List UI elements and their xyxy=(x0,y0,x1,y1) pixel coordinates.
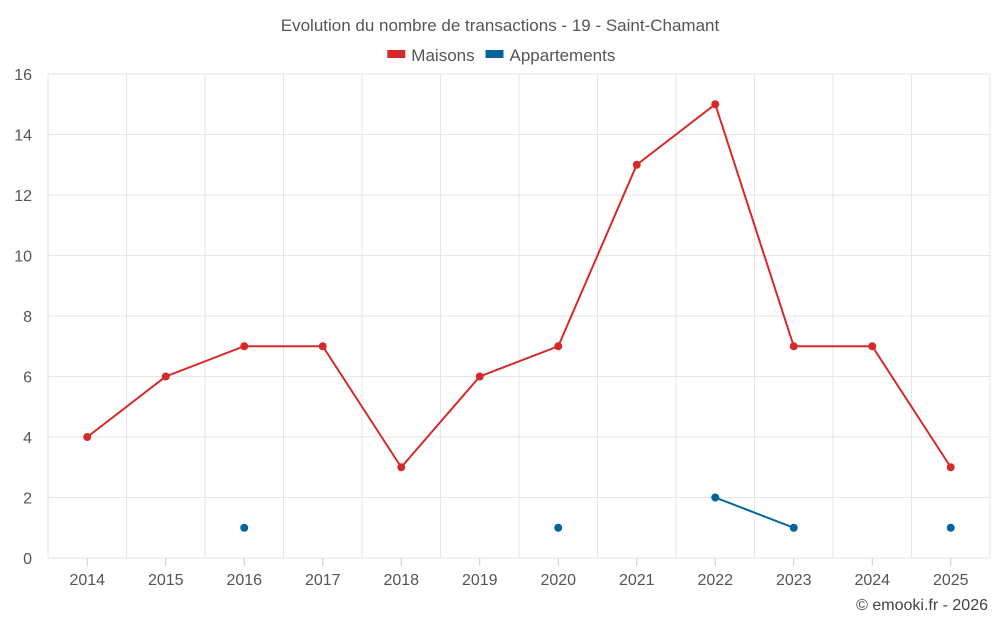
x-tick-label: 2017 xyxy=(305,572,341,589)
y-tick-label: 0 xyxy=(23,551,32,568)
y-tick-label: 16 xyxy=(14,67,32,84)
y-tick-label: 12 xyxy=(14,188,32,205)
x-tick-label: 2015 xyxy=(148,572,184,589)
data-point xyxy=(240,523,249,532)
data-point xyxy=(83,433,92,441)
data-point xyxy=(868,342,877,351)
data-point xyxy=(554,523,563,532)
legend-label: Maisons xyxy=(411,46,474,65)
series-line xyxy=(714,496,795,529)
grid xyxy=(47,73,991,559)
credit-text: © emooki.fr - 2026 xyxy=(856,597,988,614)
x-tick-label: 2024 xyxy=(854,572,890,589)
legend-item-maisons: Maisons xyxy=(387,46,475,65)
legend-swatch xyxy=(387,50,406,58)
chart-title: Evolution du nombre de transactions - 19… xyxy=(281,16,720,35)
data-point xyxy=(789,342,798,351)
x-tick-label: 2021 xyxy=(619,572,655,589)
y-tick-label: 10 xyxy=(14,249,32,266)
data-point xyxy=(475,372,484,381)
x-tick-label: 2016 xyxy=(226,572,262,589)
data-point xyxy=(397,463,406,472)
y-tick-label: 4 xyxy=(23,430,32,447)
series-appartements xyxy=(240,493,955,532)
data-point xyxy=(711,493,720,502)
series xyxy=(83,100,955,532)
data-point xyxy=(946,523,955,532)
y-tick-label: 14 xyxy=(14,128,32,145)
axes: 0 2 4 6 8 10 12 14 16 2014 2015 2016 2017 2018 2019 202… xyxy=(14,67,968,589)
series-maisons xyxy=(83,100,955,472)
y-tick-label: 6 xyxy=(23,370,32,387)
data-point xyxy=(946,463,955,472)
data-point xyxy=(711,100,720,109)
y-tick-label: 2 xyxy=(23,491,32,508)
legend-swatch xyxy=(485,50,504,58)
x-tick-label: 2019 xyxy=(462,572,498,589)
x-tick-label: 2018 xyxy=(383,572,419,589)
legend-label: Appartements xyxy=(510,46,616,65)
data-point xyxy=(318,342,327,351)
x-tick-label: 2022 xyxy=(697,572,733,589)
data-point xyxy=(161,372,170,381)
data-point xyxy=(632,160,641,169)
data-point xyxy=(554,342,563,351)
x-tick-label: 2023 xyxy=(776,572,812,589)
data-point xyxy=(789,523,798,532)
legend: Maisons Appartements xyxy=(387,46,615,65)
data-point xyxy=(240,342,249,351)
x-tick-label: 2014 xyxy=(69,572,105,589)
x-tick-label: 2025 xyxy=(933,572,969,589)
x-tick-label: 2020 xyxy=(540,572,576,589)
series-line xyxy=(86,102,952,469)
legend-item-appartements: Appartements xyxy=(485,46,616,65)
y-tick-label: 8 xyxy=(23,309,32,326)
